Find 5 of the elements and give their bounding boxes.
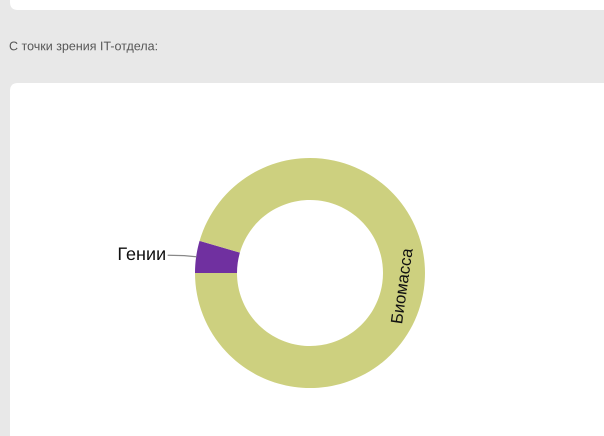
- slice-label: Биомасса: [390, 248, 413, 324]
- slice-label: Гении: [118, 248, 165, 260]
- donut-slice: [195, 158, 425, 388]
- chart-title: С точки зрения IT-отдела:: [10, 42, 157, 53]
- donut-slice: [195, 240, 240, 273]
